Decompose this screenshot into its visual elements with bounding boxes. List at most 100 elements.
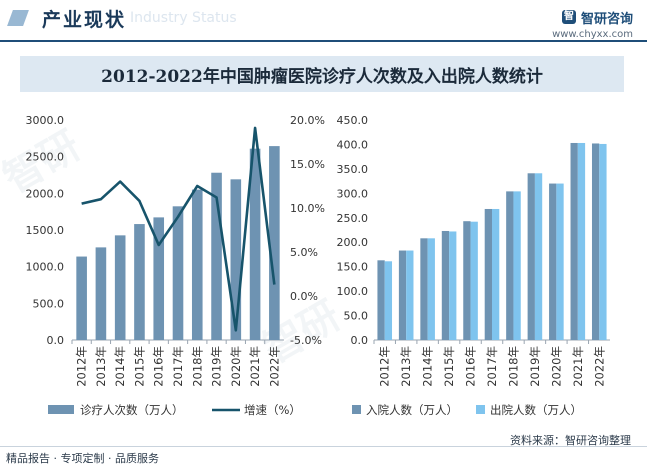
section-title-text: 产业现状 [42, 8, 127, 31]
discharge-bar [513, 191, 521, 340]
admission-bar [549, 183, 557, 340]
visit-bar [211, 172, 222, 340]
discharge-bar [449, 231, 457, 340]
left-x-tick-label: 2020年 [229, 346, 243, 387]
brand-name: 智研咨询 [580, 11, 633, 27]
admission-bar [377, 260, 385, 340]
left-y-tick-label: 1000.0 [26, 261, 65, 274]
admission-bar [441, 230, 450, 340]
discharge-bar [470, 221, 478, 340]
visit-bar [114, 235, 126, 340]
right-x-tick-label: 2013年 [399, 346, 413, 387]
right-chart-y-tick-label: 150.0 [337, 261, 369, 274]
legend-swatch-discharges [476, 405, 485, 414]
left-y-tick-label: 0.0 [47, 334, 65, 347]
right-chart-y-tick-label: 350.0 [337, 163, 369, 176]
left-y-tick-label: 3000.0 [26, 114, 65, 127]
left-y-tick-label: 2500.0 [26, 151, 65, 164]
right-chart-y-tick-label: 400.0 [337, 138, 369, 151]
legend-swatch-admissions [352, 405, 361, 414]
right-x-tick-label: 2020年 [549, 346, 563, 387]
right-y-tick-label: -5.0% [290, 334, 322, 347]
legend-label-growth: 增速（%） [244, 403, 301, 417]
discharge-bar [427, 238, 435, 340]
right-y-tick-label: 20.0% [290, 114, 325, 127]
brand-url: www.chyxx.com [552, 28, 633, 40]
discharge-bar [384, 261, 393, 340]
left-y-tick-label: 2000.0 [26, 187, 65, 200]
discharge-bar [406, 250, 414, 340]
discharge-bar [599, 143, 607, 340]
left-x-tick-label: 2012年 [75, 346, 89, 387]
brand: 智 智研咨询 www.chyxx.com [552, 4, 633, 40]
admission-bar [527, 173, 535, 340]
brand-logo-icon: 智 [561, 10, 576, 24]
admission-bar [420, 238, 428, 340]
right-y-tick-label: 10.0% [290, 202, 325, 215]
source-note: 资料来源：智研咨询整理 [510, 434, 631, 447]
discharge-bar [556, 183, 564, 340]
right-chart-y-tick-label: 250.0 [337, 212, 369, 225]
right-x-tick-label: 2016年 [464, 346, 478, 387]
left-x-tick-label: 2021年 [248, 346, 262, 387]
right-x-tick-label: 2012年 [378, 346, 392, 387]
right-x-tick-label: 2018年 [506, 346, 520, 387]
legend-label-discharges: 出院人数（万人） [490, 403, 582, 417]
left-x-tick-label: 2014年 [113, 346, 127, 387]
admission-bar [570, 142, 578, 340]
discharge-bar [577, 142, 586, 340]
visit-bar [249, 148, 261, 340]
left-y-tick-label: 500.0 [33, 297, 65, 310]
header-divider [0, 40, 647, 42]
visit-bar [76, 256, 87, 340]
visit-bar [230, 179, 242, 340]
admission-bar [484, 208, 492, 340]
admission-bar [398, 250, 407, 340]
section-title: 产业现状 Industry Status [7, 4, 237, 32]
right-x-tick-label: 2021年 [571, 346, 585, 387]
left-x-tick-label: 2018年 [190, 346, 204, 387]
discharge-bar [492, 208, 500, 340]
right-x-tick-label: 2019年 [528, 346, 542, 387]
visit-bar [95, 247, 107, 340]
left-x-tick-label: 2019年 [210, 346, 224, 387]
left-y-tick-label: 1500.0 [26, 224, 65, 237]
visit-bar [153, 217, 165, 340]
visit-bar [172, 206, 184, 340]
right-chart-y-tick-label: 200.0 [337, 236, 369, 249]
legend-swatch-visits [48, 405, 74, 414]
right-chart-y-tick-label: 50.0 [344, 310, 369, 323]
left-x-tick-label: 2015年 [132, 346, 146, 387]
right-x-tick-label: 2015年 [442, 346, 456, 387]
chart-title: 2012-2022年中国肿瘤医院诊疗人次数及入出院人数统计 [101, 66, 543, 87]
left-x-tick-label: 2017年 [171, 346, 185, 387]
growth-line [81, 126, 276, 332]
left-x-tick-label: 2013年 [94, 346, 108, 387]
right-x-tick-label: 2017年 [485, 346, 499, 387]
admission-bar [463, 221, 471, 340]
footer-slogan: 精品报告 · 专项定制 · 品质服务 [6, 452, 159, 465]
right-x-tick-label: 2014年 [421, 346, 435, 387]
right-x-tick-label: 2022年 [592, 346, 606, 387]
right-chart-y-tick-label: 450.0 [337, 114, 369, 127]
section-ghost-text: Industry Status [130, 10, 237, 26]
visit-bar [269, 146, 280, 340]
visit-bar [191, 189, 203, 340]
visit-bar [134, 224, 145, 340]
legend-label-visits: 诊疗人次数（万人） [80, 403, 184, 417]
admission-bar [591, 143, 600, 340]
right-y-tick-label: 5.0% [290, 246, 318, 259]
brand-logo: 智 智研咨询 [561, 8, 633, 27]
left-x-tick-label: 2022年 [267, 346, 281, 387]
admission-bar [506, 191, 514, 340]
right-y-tick-label: 0.0% [290, 290, 318, 303]
discharge-bar [534, 173, 543, 340]
chart-title-banner: 2012-2022年中国肿瘤医院诊疗人次数及入出院人数统计 [20, 56, 624, 92]
footer-divider [0, 446, 647, 447]
right-chart-y-tick-label: 100.0 [337, 285, 369, 298]
left-x-tick-label: 2016年 [152, 346, 166, 387]
right-chart-y-tick-label: 300.0 [337, 187, 369, 200]
right-chart-y-tick-label: 0.0 [351, 334, 369, 347]
legend-label-admissions: 入院人数（万人） [366, 403, 458, 417]
